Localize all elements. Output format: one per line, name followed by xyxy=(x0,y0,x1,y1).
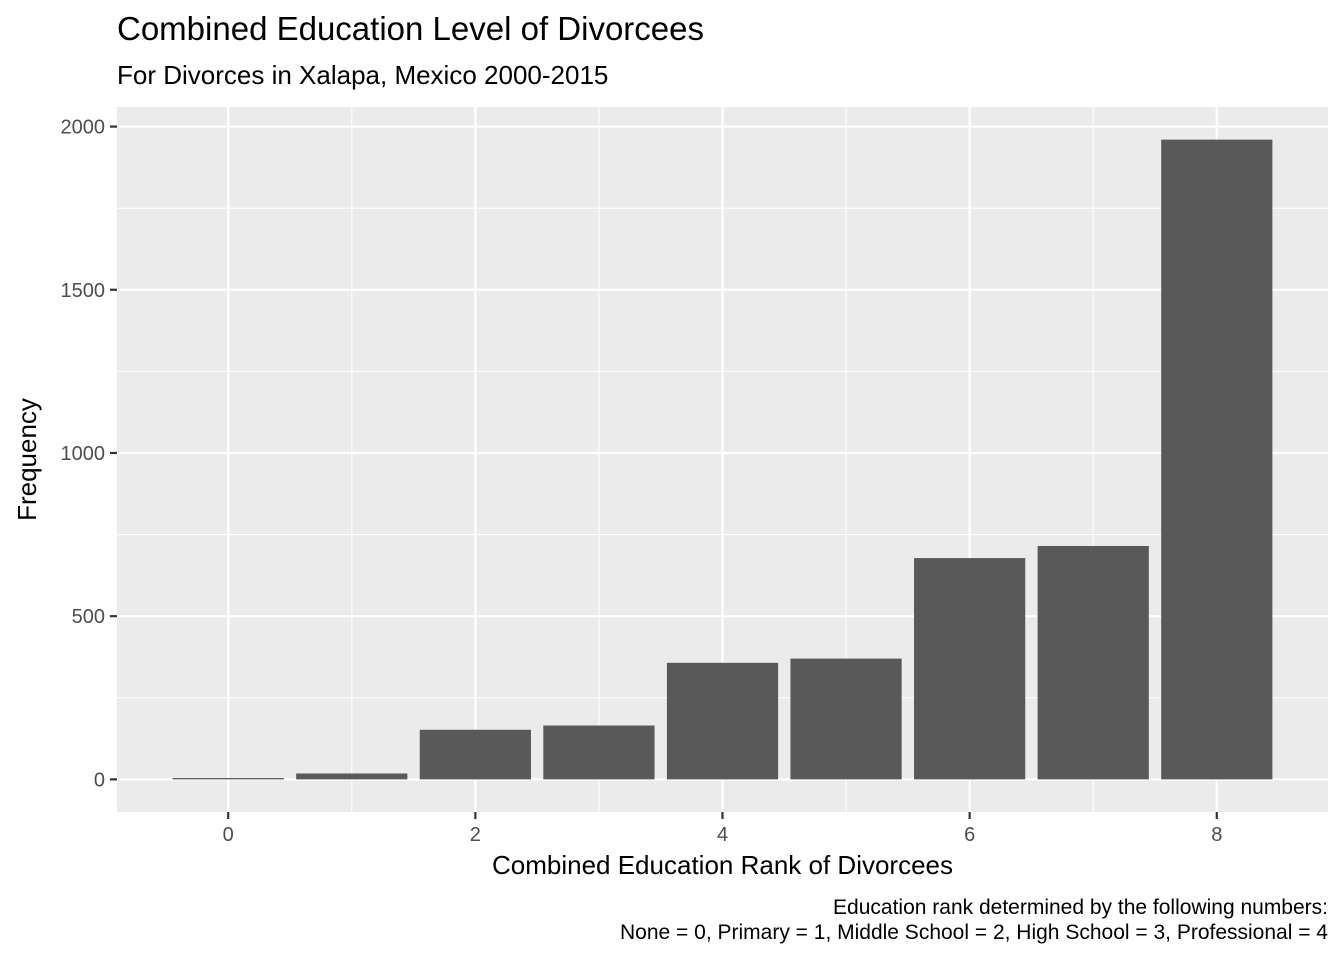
x-tick-label: 6 xyxy=(964,824,975,846)
x-axis: 0 2 4 6 8 xyxy=(223,812,1222,846)
bar-rank-8 xyxy=(1161,139,1273,780)
chart-title: Combined Education Level of Divorcees xyxy=(117,10,704,47)
bar-rank-5 xyxy=(790,658,902,780)
y-tick-label: 500 xyxy=(72,606,105,628)
bar-rank-1 xyxy=(296,773,408,780)
x-tick-label: 4 xyxy=(717,824,728,846)
bar-rank-6 xyxy=(914,558,1026,780)
x-tick-label: 0 xyxy=(223,824,234,846)
y-axis: 0 500 1000 1500 2000 xyxy=(61,117,117,791)
bar-rank-7 xyxy=(1037,545,1149,780)
bar-rank-0 xyxy=(172,778,284,780)
y-axis-label: Frequency xyxy=(12,398,42,521)
bar-rank-2 xyxy=(419,729,531,780)
caption-line-1: Education rank determined by the followi… xyxy=(833,896,1328,919)
y-tick-label: 1500 xyxy=(61,280,106,302)
x-axis-label: Combined Education Rank of Divorcees xyxy=(492,850,953,880)
caption-line-2: None = 0, Primary = 1, Middle School = 2… xyxy=(620,921,1328,944)
bars xyxy=(172,139,1273,780)
y-tick-label: 1000 xyxy=(61,443,106,465)
chart-subtitle: For Divorces in Xalapa, Mexico 2000-2015 xyxy=(117,60,609,90)
caption: Education rank determined by the followi… xyxy=(620,895,1328,945)
y-tick-label: 2000 xyxy=(61,117,106,139)
x-tick-label: 8 xyxy=(1211,824,1222,846)
bar-rank-4 xyxy=(666,662,779,780)
bar-rank-3 xyxy=(543,725,655,780)
y-tick-label: 0 xyxy=(94,769,105,791)
x-tick-label: 2 xyxy=(470,824,481,846)
